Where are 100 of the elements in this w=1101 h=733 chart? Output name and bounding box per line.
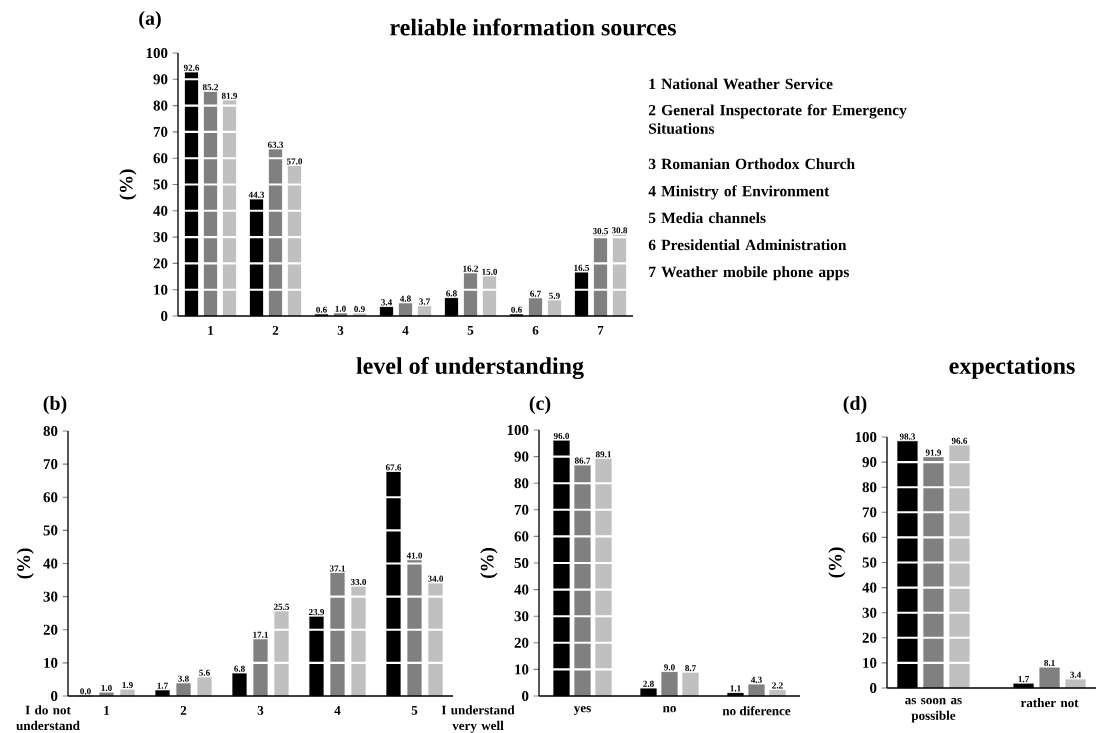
bar xyxy=(203,91,218,317)
bar xyxy=(176,683,191,697)
bar xyxy=(197,677,212,697)
y-tick-label: 0 xyxy=(161,310,168,322)
y-tick-label: 30 xyxy=(153,232,168,243)
bar xyxy=(923,457,944,689)
y-tick-label: 90 xyxy=(153,74,168,85)
y-tick-label: 50 xyxy=(514,557,529,569)
x-tick-label: as soon as possible xyxy=(905,698,962,723)
chart-title: expectations xyxy=(949,357,1075,379)
data-label: 81.9 xyxy=(221,92,238,99)
x-tick-label: 2 xyxy=(272,326,279,335)
data-label: 1.7 xyxy=(157,682,168,689)
data-label: 25.5 xyxy=(273,603,290,610)
bar xyxy=(547,300,562,317)
text: (b) xyxy=(43,395,67,415)
y-tick-label: 20 xyxy=(862,632,877,643)
data-label: 37.1 xyxy=(329,565,345,572)
bar xyxy=(769,690,786,697)
y-tick-label: 60 xyxy=(153,153,168,164)
x-tick-label: 5 xyxy=(467,326,474,335)
data-label: 1.0 xyxy=(335,305,346,312)
bar xyxy=(1065,679,1086,689)
data-label: 1.1 xyxy=(730,685,741,692)
x-tick-label: 2 xyxy=(180,706,187,715)
data-label: 91.9 xyxy=(925,449,942,456)
data-label: 3.4 xyxy=(381,299,392,306)
text: (d) xyxy=(843,395,867,415)
y-tick-label: 30 xyxy=(43,591,58,602)
data-label: 4.8 xyxy=(399,295,411,302)
data-label: 2.2 xyxy=(772,682,783,689)
x-tick-label: yes xyxy=(573,706,591,716)
y-tick-label: 50 xyxy=(153,179,168,190)
y-tick-label: 80 xyxy=(153,100,168,111)
y-tick-label: 70 xyxy=(862,507,877,518)
data-label: 67.6 xyxy=(385,464,402,471)
data-label: 0.0 xyxy=(80,688,91,695)
text: 3 Romanian Orthodox Church xyxy=(648,158,855,170)
text: 6 Presidential Administration xyxy=(648,239,847,251)
y-tick-label: 30 xyxy=(514,611,529,622)
data-label: 98.3 xyxy=(899,433,916,440)
y-tick-label: 80 xyxy=(862,482,877,493)
x-tick-label: 5 xyxy=(411,706,418,715)
y-tick-label: 60 xyxy=(43,492,58,503)
bar xyxy=(351,586,366,697)
data-label: 16.2 xyxy=(463,265,479,272)
data-label: 30.8 xyxy=(611,227,628,234)
bar xyxy=(949,445,970,689)
text: 5 Media channels xyxy=(648,212,766,224)
y-tick-label: 10 xyxy=(154,284,168,295)
data-label: 96.6 xyxy=(951,437,968,444)
y-tick-label: 40 xyxy=(514,584,529,595)
data-label: 15.0 xyxy=(482,268,498,275)
text: 4 Ministry of Environment xyxy=(648,185,830,200)
data-label: 89.1 xyxy=(595,451,611,458)
y-axis-title: (%) xyxy=(828,547,846,578)
data-label: 9.0 xyxy=(664,664,675,671)
bar xyxy=(222,100,237,317)
x-tick-label: 4 xyxy=(402,326,409,335)
y-tick-label: 70 xyxy=(153,126,168,137)
bar xyxy=(595,458,612,697)
y-tick-label: 0 xyxy=(870,682,877,694)
y-tick-label: 10 xyxy=(515,664,529,675)
text: 1 National Weather Service xyxy=(649,78,833,90)
bar xyxy=(268,149,283,317)
y-tick-label: 100 xyxy=(507,424,529,436)
x-tick-label: 3 xyxy=(337,326,344,335)
data-label: 85.2 xyxy=(202,84,219,91)
data-label: 34.0 xyxy=(427,575,444,582)
y-tick-label: 20 xyxy=(153,258,168,269)
y-tick-label: 90 xyxy=(514,451,529,462)
y-tick-label: 50 xyxy=(862,557,877,568)
data-label: 41.0 xyxy=(406,552,423,559)
text: 7 Weather mobile phone apps xyxy=(649,266,849,281)
bar xyxy=(398,303,413,317)
y-tick-label: 70 xyxy=(43,459,58,470)
data-label: 17.1 xyxy=(253,631,268,638)
data-label: 5.6 xyxy=(199,669,210,676)
data-label: 3.8 xyxy=(178,675,189,682)
bar xyxy=(120,689,135,697)
text: I understand very well xyxy=(441,705,515,733)
y-tick-label: 0 xyxy=(51,690,58,702)
bar xyxy=(253,639,268,697)
y-tick-label: 40 xyxy=(153,205,168,216)
data-label: 44.3 xyxy=(248,191,265,198)
y-axis-title: (%) xyxy=(480,548,498,578)
data-label: 6.8 xyxy=(446,290,457,297)
text: I do not understand xyxy=(16,705,80,731)
y-tick-label: 80 xyxy=(514,478,529,489)
y-tick-label: 70 xyxy=(514,504,529,515)
data-label: 1.0 xyxy=(101,684,112,692)
text: 2 General Inspectorate for Emergency Situations xyxy=(648,104,907,134)
data-label: 8.7 xyxy=(685,665,696,672)
y-tick-label: 10 xyxy=(44,657,58,668)
x-tick-label: 1 xyxy=(208,326,214,335)
y-tick-label: 60 xyxy=(862,532,877,543)
y-tick-label: 80 xyxy=(43,425,58,437)
data-label: 16.5 xyxy=(574,264,590,271)
data-label: 3.7 xyxy=(419,298,430,305)
y-tick-label: 90 xyxy=(862,457,877,468)
